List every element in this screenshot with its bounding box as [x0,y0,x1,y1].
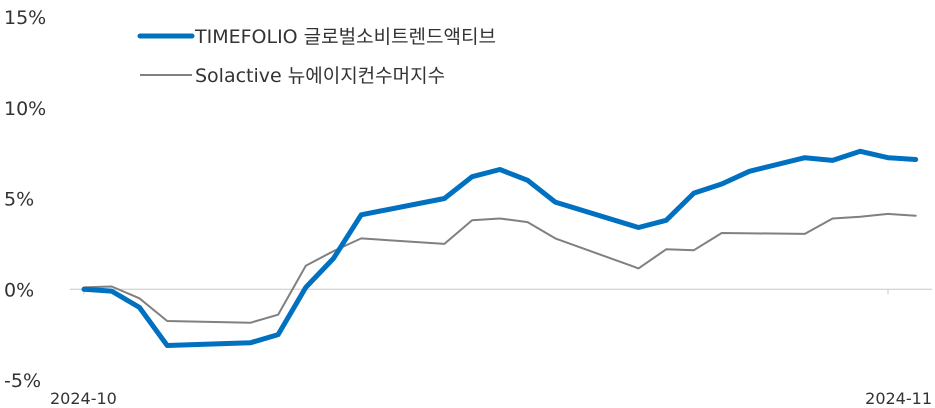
x-axis-ticks: 2024-10 2024-11 [50,289,932,408]
series-layer [81,148,919,348]
x-tick-label: 2024-10 [50,389,117,408]
legend: TIMEFOLIO 글로벌소비트렌드액티브 Solactive 뉴에이지컨수머지수 [137,26,496,87]
y-tick-label: 0% [4,279,34,301]
y-tick-label: 5% [4,189,34,211]
y-tick-label: -5% [4,370,41,392]
legend-label: Solactive 뉴에이지컨수머지수 [195,65,445,87]
series-line-timefolio [81,148,919,348]
legend-label: TIMEFOLIO 글로벌소비트렌드액티브 [194,26,496,48]
y-tick-label: 10% [4,98,46,120]
y-tick-label: 15% [4,7,46,29]
x-tick-label: 2024-11 [865,389,932,408]
series-line-solactive [83,212,917,324]
y-axis-ticks: 15% 10% 5% 0% -5% [4,7,46,392]
